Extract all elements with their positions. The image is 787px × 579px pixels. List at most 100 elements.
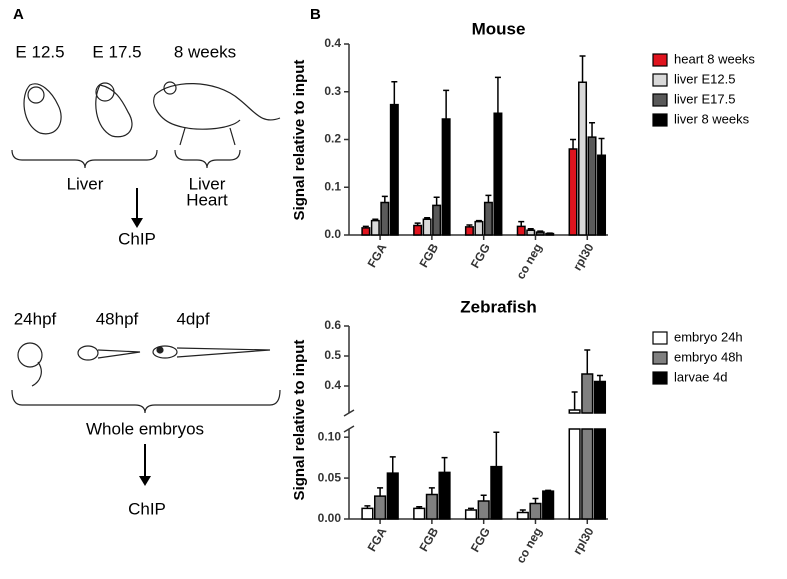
error-bar bbox=[571, 391, 578, 410]
error-bar bbox=[377, 487, 384, 497]
error-bar bbox=[485, 194, 492, 203]
stage-label: E 12.5 bbox=[15, 42, 64, 61]
y-tick-label: 0.4 bbox=[324, 36, 341, 50]
x-tick-label: FGG bbox=[468, 241, 493, 271]
method-label: ChIP bbox=[118, 229, 156, 248]
legend-label: embryo 24h bbox=[674, 329, 743, 344]
x-tick-label: rpl30 bbox=[570, 241, 597, 273]
bar bbox=[490, 465, 503, 520]
bar bbox=[373, 495, 387, 520]
y-tick-label: 0.4 bbox=[324, 378, 341, 392]
bar bbox=[441, 118, 451, 236]
legend-label: liver 8 weeks bbox=[674, 111, 750, 126]
y-tick-label: 0.10 bbox=[318, 429, 342, 443]
error-bar bbox=[391, 80, 398, 105]
error-bar bbox=[433, 196, 440, 206]
x-tick-label: FGA bbox=[365, 241, 390, 270]
legend-label: larvae 4d bbox=[674, 369, 727, 384]
legend-swatch bbox=[652, 371, 668, 385]
legend-swatch bbox=[652, 351, 668, 365]
bar bbox=[529, 502, 542, 520]
y-tick-label: 0.3 bbox=[324, 84, 341, 98]
x-tick-label: co neg bbox=[513, 525, 544, 565]
bar bbox=[568, 148, 578, 236]
error-bar bbox=[584, 349, 591, 374]
tissue-label: Whole embryos bbox=[86, 419, 204, 438]
stage-label: 24hpf bbox=[14, 309, 57, 328]
x-tick-label: FGB bbox=[416, 525, 441, 554]
error-bar bbox=[441, 456, 448, 473]
tissue-label: Liver bbox=[67, 174, 104, 193]
bar bbox=[380, 201, 390, 236]
stage-label: E 17.5 bbox=[92, 42, 141, 61]
bar bbox=[493, 112, 503, 236]
error-bar bbox=[570, 138, 577, 150]
y-tick-label: 0.0 bbox=[324, 227, 341, 241]
bar bbox=[386, 472, 399, 520]
error-bar bbox=[532, 497, 539, 504]
legend-label: liver E12.5 bbox=[674, 71, 735, 86]
bar bbox=[568, 409, 581, 520]
brace bbox=[11, 149, 158, 169]
bar bbox=[526, 229, 536, 236]
bar bbox=[578, 81, 588, 236]
x-tick-label: co neg bbox=[513, 241, 544, 281]
error-bar bbox=[589, 122, 596, 138]
error-bar bbox=[381, 195, 388, 203]
error-bar bbox=[494, 76, 501, 114]
panel-label: A bbox=[13, 6, 24, 23]
bar bbox=[422, 218, 432, 236]
tissue-label: Heart bbox=[186, 190, 228, 209]
error-bar bbox=[493, 431, 500, 467]
bar bbox=[587, 136, 597, 236]
bar bbox=[516, 225, 526, 236]
bar bbox=[425, 493, 438, 520]
error-bar bbox=[579, 55, 586, 83]
zebrafish-drawings bbox=[17, 342, 271, 387]
bar bbox=[593, 380, 607, 520]
arrow-head bbox=[139, 476, 151, 486]
legend-label: liver E17.5 bbox=[674, 91, 735, 106]
mouse-drawings bbox=[23, 81, 281, 146]
x-tick-label: FGA bbox=[365, 525, 390, 554]
bar bbox=[438, 471, 451, 520]
legend-label: embryo 48h bbox=[674, 349, 743, 364]
error-bar bbox=[443, 89, 450, 119]
bar bbox=[545, 232, 555, 236]
stage-label: 4dpf bbox=[176, 309, 209, 328]
error-bar bbox=[596, 374, 603, 382]
y-tick-label: 0.5 bbox=[324, 348, 341, 362]
bar bbox=[361, 227, 371, 236]
method-label: ChIP bbox=[128, 499, 166, 518]
y-tick-label: 0.05 bbox=[318, 470, 342, 484]
bar bbox=[370, 219, 380, 236]
tissue-label: Liver bbox=[189, 174, 226, 193]
error-bar bbox=[518, 220, 525, 227]
legend-swatch bbox=[652, 113, 668, 127]
bar bbox=[361, 507, 374, 520]
bar bbox=[535, 231, 545, 236]
legend-swatch bbox=[652, 93, 668, 107]
panel-label: B bbox=[310, 6, 321, 23]
y-tick-label: 0.2 bbox=[324, 132, 341, 146]
bar bbox=[542, 490, 555, 520]
x-tick-label: rpl30 bbox=[570, 525, 597, 557]
brace bbox=[11, 389, 281, 414]
bar bbox=[432, 204, 442, 236]
y-axis-label: Signal relative to input bbox=[291, 60, 308, 221]
legend-swatch bbox=[652, 73, 668, 87]
arrow-head bbox=[131, 218, 143, 228]
error-bar bbox=[389, 456, 396, 474]
stage-label: 8 weeks bbox=[174, 42, 236, 61]
bar bbox=[597, 154, 607, 236]
y-tick-label: 0.00 bbox=[318, 511, 342, 525]
bar bbox=[464, 509, 478, 520]
chart-title: Mouse bbox=[472, 19, 526, 38]
y-axis-label: Signal relative to input bbox=[291, 340, 308, 501]
bar bbox=[581, 373, 594, 520]
bar bbox=[389, 103, 399, 236]
legend-swatch bbox=[652, 331, 668, 345]
brace bbox=[174, 149, 241, 169]
legend-label: heart 8 weeks bbox=[674, 51, 755, 66]
